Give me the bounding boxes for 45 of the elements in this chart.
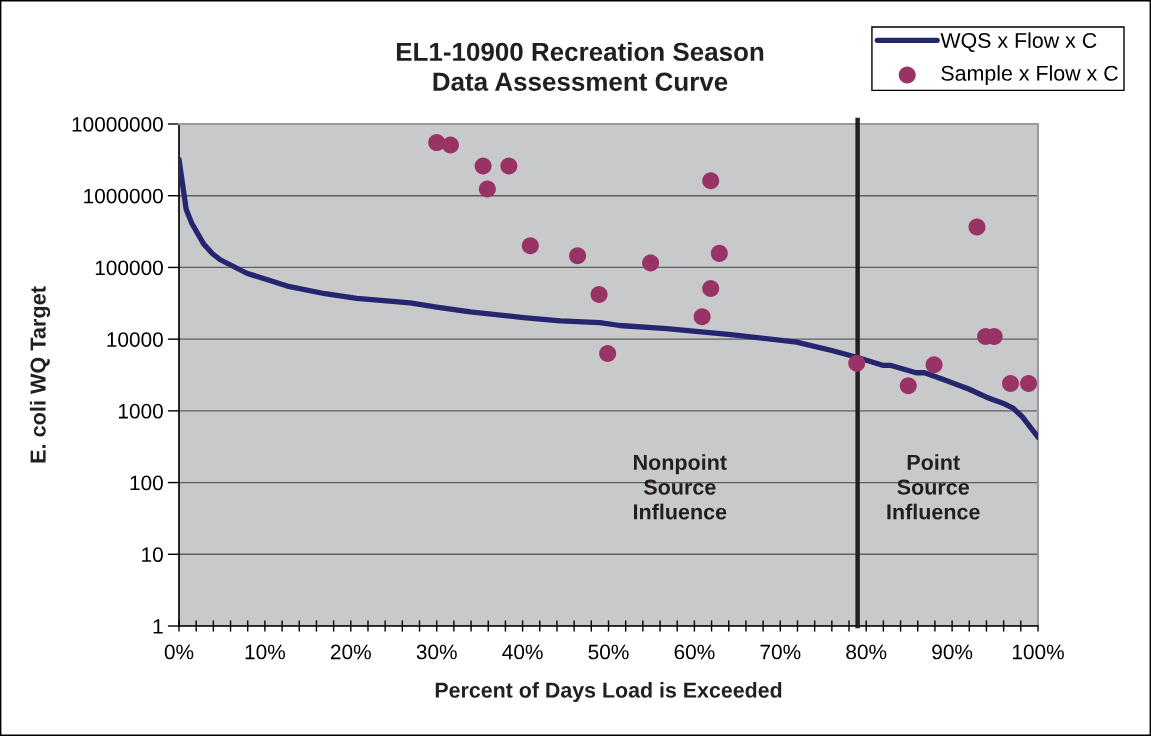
y-axis-title: E. coli WQ Target xyxy=(29,286,51,463)
x-tick-label: 10% xyxy=(245,644,286,660)
point xyxy=(710,244,728,262)
point xyxy=(1020,374,1038,392)
point xyxy=(642,254,660,272)
x-tick-label: 70% xyxy=(760,644,801,660)
x-tick-label: 20% xyxy=(331,644,371,660)
legend-label: Sample x Flow x C xyxy=(941,65,1118,86)
point xyxy=(925,356,943,374)
y-tick-label: 1 xyxy=(153,619,163,634)
point xyxy=(521,237,539,255)
y-tick-label: 10000000 xyxy=(72,117,163,132)
point xyxy=(899,377,917,395)
point xyxy=(474,157,492,175)
point xyxy=(1002,374,1020,392)
y-tick-label: 100 xyxy=(130,475,163,491)
x-tick-label: 50% xyxy=(588,644,629,660)
y-tick-label: 10000 xyxy=(107,332,163,347)
x-tick-label: 90% xyxy=(932,644,973,660)
legend-label: WQS x Flow x C xyxy=(940,32,1097,52)
x-tick-label: 100% xyxy=(1012,644,1064,660)
y-tick-label: 1000000 xyxy=(84,188,163,204)
point xyxy=(478,180,496,198)
point xyxy=(693,308,711,326)
x-tick-label: 40% xyxy=(502,644,543,660)
y-tick-label: 1000 xyxy=(118,403,163,419)
x-tick-label: 60% xyxy=(674,644,715,660)
point xyxy=(500,157,518,175)
point xyxy=(702,172,720,190)
x-tick-label: 30% xyxy=(416,644,457,660)
annotation: Nonpoint Source Influence xyxy=(633,454,727,520)
point xyxy=(590,285,608,303)
point xyxy=(968,218,986,236)
annotation: Point Source Influence xyxy=(887,454,980,520)
point xyxy=(599,345,617,363)
point xyxy=(441,136,459,154)
point xyxy=(848,354,866,372)
y-tick-label: 10 xyxy=(142,547,163,563)
x-tick-label: 80% xyxy=(846,644,887,660)
x-tick-label: 0% xyxy=(164,644,194,660)
y-tick-label: 100000 xyxy=(95,260,163,276)
chart-title: EL1-10900 Recreation Season Data Assessment Curve xyxy=(396,41,764,91)
x-axis-title: Percent of Days Load is Exceeded xyxy=(435,682,782,702)
point xyxy=(569,247,587,265)
point xyxy=(702,279,720,297)
